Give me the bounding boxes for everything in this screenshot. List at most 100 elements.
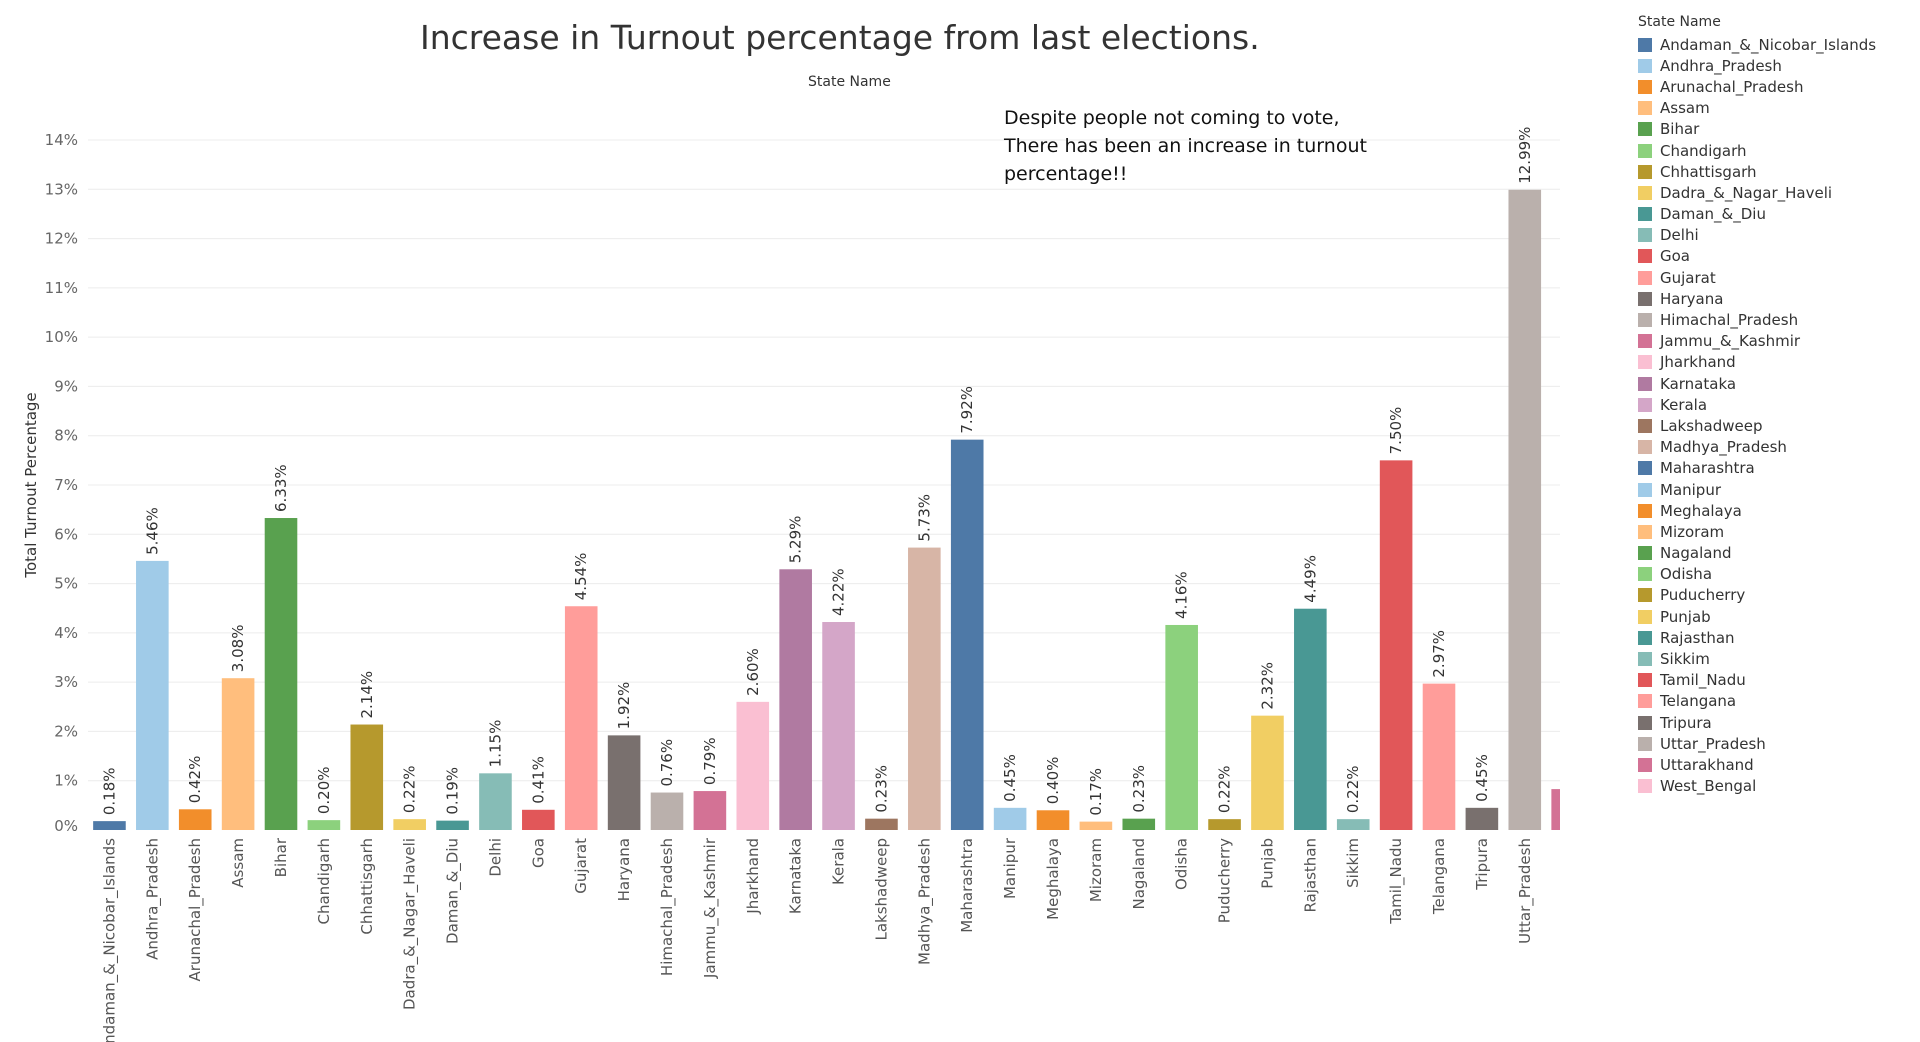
legend-item[interactable]: Goa <box>1638 246 1876 267</box>
legend-label: Manipur <box>1660 481 1721 499</box>
legend-item[interactable]: Tamil_Nadu <box>1638 670 1876 691</box>
legend-swatch <box>1638 38 1652 52</box>
legend-label: Jammu_&_Kashmir <box>1660 332 1800 350</box>
x-tick-label: Puducherry <box>1216 838 1234 923</box>
legend-swatch <box>1638 440 1652 454</box>
legend-label: Delhi <box>1660 226 1699 244</box>
legend-item[interactable]: Arunachal_Pradesh <box>1638 76 1876 97</box>
data-label: 0.79% <box>701 737 719 785</box>
legend-item[interactable]: Jharkhand <box>1638 352 1876 373</box>
legend-item[interactable]: Daman_&_Diu <box>1638 204 1876 225</box>
legend-item[interactable]: Uttarakhand <box>1638 754 1876 775</box>
legend-label: Assam <box>1660 99 1710 117</box>
legend-item[interactable]: Maharashtra <box>1638 458 1876 479</box>
legend-label: Jharkhand <box>1660 353 1736 371</box>
annotation-line: Despite people not coming to vote, <box>1004 104 1424 132</box>
legend-item[interactable]: Himachal_Pradesh <box>1638 309 1876 330</box>
legend-swatch <box>1638 334 1652 348</box>
x-tick-label: Punjab <box>1258 838 1276 889</box>
y-tick-label: 4% <box>54 624 78 642</box>
legend-swatch <box>1638 652 1652 666</box>
x-tick-label: Kerala <box>830 838 848 885</box>
legend-item[interactable]: Assam <box>1638 98 1876 119</box>
legend-item[interactable]: Uttar_Pradesh <box>1638 733 1876 754</box>
legend-swatch <box>1638 461 1652 475</box>
annotation-line: percentage!! <box>1004 160 1424 188</box>
bar <box>479 773 512 830</box>
legend-item[interactable]: Nagaland <box>1638 543 1876 564</box>
data-label: 2.97% <box>1430 630 1448 678</box>
bar <box>1165 625 1198 830</box>
legend-item[interactable]: Delhi <box>1638 225 1876 246</box>
legend-swatch <box>1638 758 1652 772</box>
data-label: 5.73% <box>915 494 933 542</box>
x-tick-label: Haryana <box>615 838 633 901</box>
bar <box>308 820 341 830</box>
x-tick-label: Daman_&_Diu <box>444 838 463 944</box>
data-label: 6.33% <box>272 464 290 512</box>
x-tick-label: Lakshadweep <box>872 838 890 941</box>
bar <box>265 518 298 830</box>
data-label: 0.17% <box>1087 768 1105 816</box>
data-label: 1.92% <box>615 682 633 730</box>
legend-item[interactable]: Andhra_Pradesh <box>1638 55 1876 76</box>
data-label: 7.50% <box>1387 407 1405 455</box>
data-label: 0.45% <box>1001 754 1019 802</box>
y-tick-label: 8% <box>54 427 78 445</box>
x-tick-label: Manipur <box>1001 837 1019 899</box>
legend-item[interactable]: Sikkim <box>1638 648 1876 669</box>
bar <box>1122 819 1155 830</box>
legend-item[interactable]: Meghalaya <box>1638 500 1876 521</box>
data-label: 0.22% <box>1216 766 1234 814</box>
legend-swatch <box>1638 546 1652 560</box>
data-label: 5.29% <box>787 516 805 564</box>
legend-item[interactable]: Madhya_Pradesh <box>1638 437 1876 458</box>
legend-item[interactable]: Manipur <box>1638 479 1876 500</box>
legend-item[interactable]: Chhattisgarh <box>1638 161 1876 182</box>
legend-item[interactable]: Telangana <box>1638 691 1876 712</box>
legend-item[interactable]: Rajasthan <box>1638 627 1876 648</box>
legend-item[interactable]: Gujarat <box>1638 267 1876 288</box>
legend-item[interactable]: West_Bengal <box>1638 776 1876 797</box>
bar <box>1551 789 1560 830</box>
bar <box>1208 819 1241 830</box>
x-tick-label: Karnataka <box>787 838 805 914</box>
legend-swatch <box>1638 525 1652 539</box>
data-label: 1.15% <box>486 720 504 768</box>
x-tick-label: Telangana <box>1430 838 1448 915</box>
chart-annotation: Despite people not coming to vote, There… <box>1004 104 1424 188</box>
legend-swatch <box>1638 292 1652 306</box>
bar <box>736 702 769 830</box>
x-tick-label: Assam <box>229 838 247 888</box>
legend-item[interactable]: Puducherry <box>1638 585 1876 606</box>
legend-item[interactable]: Andaman_&_Nicobar_Islands <box>1638 34 1876 55</box>
y-tick-label: 7% <box>54 476 78 494</box>
bar <box>608 735 641 830</box>
data-label: 12.99% <box>1516 127 1534 184</box>
x-tick-label: Uttarakhand <box>1559 838 1560 932</box>
legend-item[interactable]: Jammu_&_Kashmir <box>1638 331 1876 352</box>
legend-item[interactable]: Chandigarh <box>1638 140 1876 161</box>
bar <box>522 810 555 830</box>
legend-swatch <box>1638 567 1652 581</box>
legend-item[interactable]: Kerala <box>1638 394 1876 415</box>
legend-item[interactable]: Dadra_&_Nagar_Haveli <box>1638 182 1876 203</box>
data-label: 0.20% <box>315 766 333 814</box>
data-label: 2.14% <box>358 671 376 719</box>
legend-item[interactable]: Lakshadweep <box>1638 415 1876 436</box>
legend-item[interactable]: Tripura <box>1638 712 1876 733</box>
legend-item[interactable]: Punjab <box>1638 606 1876 627</box>
legend-item[interactable]: Mizoram <box>1638 521 1876 542</box>
legend-swatch <box>1638 483 1652 497</box>
legend-item[interactable]: Haryana <box>1638 288 1876 309</box>
x-tick-label: Jharkhand <box>744 838 762 915</box>
legend-item[interactable]: Karnataka <box>1638 373 1876 394</box>
x-tick-label: Bihar <box>272 837 290 877</box>
x-tick-label: Madhya_Pradesh <box>915 838 934 965</box>
y-tick-label: 10% <box>45 328 78 346</box>
bar <box>179 809 212 830</box>
x-tick-label: Tamil_Nadu <box>1387 838 1406 925</box>
data-label: 7.92% <box>958 386 976 434</box>
legend-item[interactable]: Odisha <box>1638 564 1876 585</box>
legend-item[interactable]: Bihar <box>1638 119 1876 140</box>
